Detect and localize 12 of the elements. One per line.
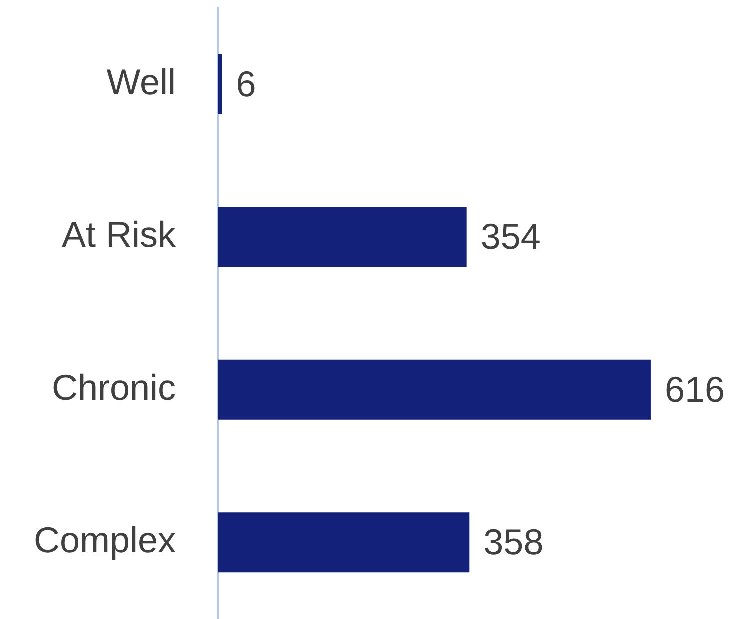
data-label: 616: [664, 368, 726, 410]
y-tick-label: Chronic: [52, 366, 176, 408]
y-tick-label: Well: [106, 61, 176, 102]
bar: [218, 207, 467, 268]
y-tick-label: At Risk: [62, 214, 178, 256]
data-label: 6: [236, 63, 256, 104]
bar: [218, 360, 651, 420]
bar: [218, 512, 470, 573]
bar: [218, 54, 222, 114]
data-label: 358: [484, 522, 544, 563]
data-label: 354: [480, 216, 541, 258]
y-tick-label: Complex: [34, 520, 176, 561]
